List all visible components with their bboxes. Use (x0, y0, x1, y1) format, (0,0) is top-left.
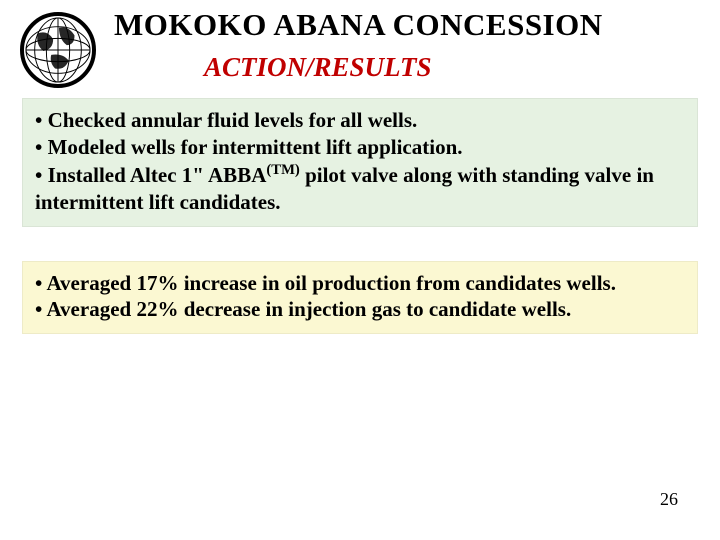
results-box: Averaged 17% increase in oil production … (22, 261, 698, 335)
page-title: MOKOKO ABANA CONCESSION (114, 8, 700, 42)
slide: MOKOKO ABANA CONCESSION ACTION/RESULTS C… (0, 0, 720, 540)
globe-logo-icon (20, 12, 96, 88)
bullet-text-pre: Installed Altec 1" ABBA (48, 163, 267, 187)
page-subtitle: ACTION/RESULTS (204, 52, 700, 83)
header: MOKOKO ABANA CONCESSION ACTION/RESULTS (0, 0, 720, 88)
superscript-tm: (TM) (266, 162, 299, 178)
page-number: 26 (660, 489, 678, 510)
results-bullet: Averaged 22% decrease in injection gas t… (35, 296, 685, 323)
action-box: Checked annular fluid levels for all wel… (22, 98, 698, 227)
results-bullet: Averaged 17% increase in oil production … (35, 270, 685, 297)
action-bullet: Modeled wells for intermittent lift appl… (35, 134, 685, 161)
action-bullet: Installed Altec 1" ABBA(TM) pilot valve … (35, 161, 685, 216)
title-block: MOKOKO ABANA CONCESSION ACTION/RESULTS (114, 8, 700, 83)
action-bullet: Checked annular fluid levels for all wel… (35, 107, 685, 134)
